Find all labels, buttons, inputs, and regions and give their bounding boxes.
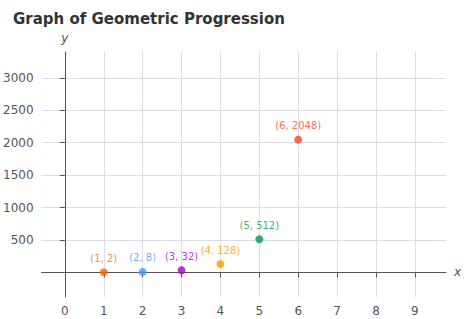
svg-text:1500: 1500 xyxy=(3,168,34,182)
svg-text:3: 3 xyxy=(178,304,186,318)
svg-text:500: 500 xyxy=(11,233,34,247)
svg-text:1: 1 xyxy=(100,304,108,318)
svg-text:(5, 512): (5, 512) xyxy=(240,220,280,231)
svg-text:(1, 2): (1, 2) xyxy=(90,253,117,264)
svg-text:(3, 32): (3, 32) xyxy=(165,251,198,262)
svg-text:0: 0 xyxy=(61,304,69,318)
svg-text:x: x xyxy=(453,265,462,279)
svg-text:9: 9 xyxy=(411,304,419,318)
svg-text:2000: 2000 xyxy=(3,136,34,150)
svg-text:1000: 1000 xyxy=(3,201,34,215)
svg-text:(4, 128): (4, 128) xyxy=(201,245,241,256)
svg-text:Graph of Geometric Progression: Graph of Geometric Progression xyxy=(13,10,285,28)
svg-text:2500: 2500 xyxy=(3,103,34,117)
svg-text:(2, 8): (2, 8) xyxy=(129,252,156,263)
svg-text:3000: 3000 xyxy=(3,71,34,85)
svg-text:7: 7 xyxy=(333,304,341,318)
svg-text:2: 2 xyxy=(139,304,147,318)
svg-text:(6, 2048): (6, 2048) xyxy=(275,120,321,131)
svg-text:4: 4 xyxy=(217,304,225,318)
svg-text:8: 8 xyxy=(372,304,380,318)
svg-text:6: 6 xyxy=(294,304,302,318)
svg-text:y: y xyxy=(60,31,69,45)
svg-text:5: 5 xyxy=(256,304,264,318)
